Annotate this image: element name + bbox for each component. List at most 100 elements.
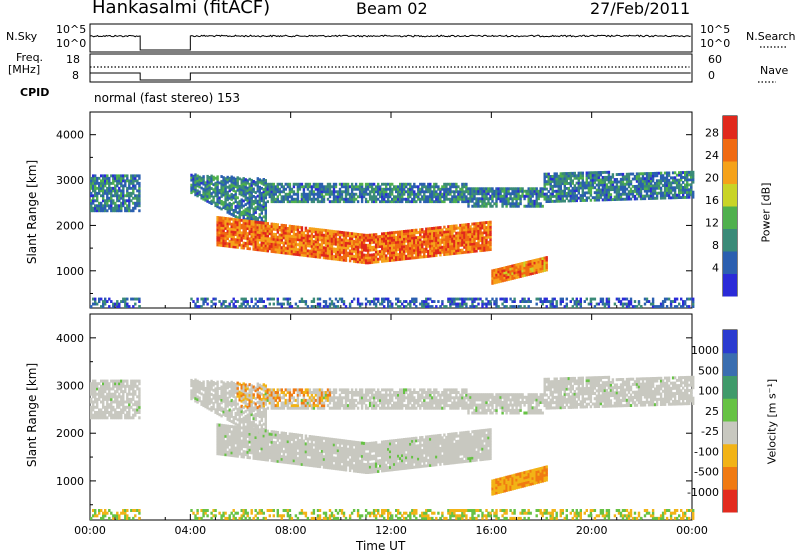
- power-cell: [566, 298, 568, 301]
- power-cell: [481, 305, 483, 308]
- power-cell: [399, 305, 401, 308]
- power-cell: [255, 248, 257, 251]
- power-cell: [247, 303, 249, 306]
- power-cell: [224, 300, 226, 303]
- velocity-cell: [134, 408, 136, 411]
- velocity-colorbar-swatch: [723, 467, 737, 490]
- power-cell: [676, 194, 678, 197]
- power-cell: [361, 198, 363, 201]
- power-cell: [297, 193, 299, 196]
- power-cell: [285, 227, 287, 230]
- power-cell: [313, 298, 315, 301]
- power-cell: [134, 197, 136, 200]
- power-cell: [255, 216, 257, 219]
- power-cell: [198, 191, 200, 194]
- power-cell: [495, 300, 497, 303]
- power-cell: [652, 177, 654, 180]
- power-cell: [646, 180, 648, 183]
- power-cell: [122, 197, 124, 200]
- power-cell: [495, 195, 497, 198]
- power-cell: [283, 303, 285, 306]
- power-cell: [690, 183, 692, 186]
- power-cell: [666, 177, 668, 180]
- power-cell: [257, 305, 259, 308]
- power-cell: [616, 178, 618, 181]
- power-cell: [507, 200, 509, 203]
- power-cell: [505, 205, 507, 208]
- power-cell: [489, 231, 491, 234]
- power-cell: [546, 256, 548, 259]
- velocity-cell: [98, 382, 100, 385]
- velocity-cell: [110, 398, 112, 401]
- power-cell: [277, 300, 279, 303]
- power-cell: [676, 179, 678, 182]
- power-cell: [546, 298, 548, 301]
- velocity-cell: [134, 385, 136, 388]
- power-colorbar-swatch: [723, 184, 737, 207]
- power-cell: [136, 179, 138, 182]
- power-cell: [345, 190, 347, 193]
- velocity-colorbar-tick-label: 25: [705, 405, 719, 418]
- velocity-cell: [122, 403, 124, 406]
- power-cell: [491, 187, 493, 190]
- power-cell: [132, 305, 134, 308]
- power-cell: [224, 217, 226, 220]
- power-cell: [489, 228, 491, 231]
- power-cell: [608, 298, 610, 301]
- power-cell: [525, 261, 527, 264]
- power-cell: [315, 238, 317, 241]
- velocity-cell: [126, 514, 128, 517]
- power-cell: [556, 305, 558, 308]
- power-cell: [108, 179, 110, 182]
- power-cell: [688, 196, 690, 199]
- power-cell: [644, 303, 646, 306]
- power-cell: [491, 197, 493, 200]
- power-cell: [345, 237, 347, 240]
- velocity-cell: [98, 512, 100, 515]
- power-cell: [612, 173, 614, 176]
- power-cell: [664, 300, 666, 303]
- power-cell: [106, 202, 108, 205]
- power-cell: [682, 305, 684, 308]
- power-cell: [309, 183, 311, 186]
- power-cell: [590, 300, 592, 303]
- power-cell: [608, 303, 610, 306]
- velocity-cell: [106, 408, 108, 411]
- power-cell: [265, 305, 267, 308]
- power-cell: [646, 182, 648, 185]
- power-cell: [224, 225, 226, 228]
- power-cell: [666, 305, 668, 308]
- velocity-cell: [98, 398, 100, 401]
- power-cell: [620, 300, 622, 303]
- power-cell: [194, 186, 196, 189]
- power-cell: [126, 303, 128, 306]
- power-cell: [495, 276, 497, 279]
- power-cell: [104, 174, 106, 177]
- power-cell: [566, 197, 568, 200]
- velocity-cell: [132, 387, 134, 390]
- power-cell: [371, 185, 373, 188]
- power-cell: [391, 303, 393, 306]
- velocity-cell: [90, 517, 92, 520]
- power-cell: [303, 188, 305, 191]
- power-cell: [435, 242, 437, 245]
- power-cell: [265, 204, 267, 207]
- velocity-cell: [114, 408, 116, 411]
- power-cell: [267, 200, 269, 203]
- power-cell: [670, 303, 672, 306]
- power-cell: [345, 239, 347, 242]
- power-cell: [104, 184, 106, 187]
- power-cell: [118, 305, 120, 308]
- power-cell: [231, 206, 233, 209]
- power-cell: [676, 184, 678, 187]
- power-cell: [467, 202, 469, 205]
- power-cell: [580, 305, 582, 308]
- power-cell: [495, 278, 497, 281]
- power-cell: [421, 188, 423, 191]
- power-cell: [586, 196, 588, 199]
- velocity-cell: [138, 408, 140, 411]
- radar-summary-plot: 1000 2000 3000 4000 1000 2000 3000 4000 00:00 04:…: [0, 0, 800, 554]
- power-cell: [359, 305, 361, 308]
- power-cell: [224, 187, 226, 190]
- power-cell: [134, 179, 136, 182]
